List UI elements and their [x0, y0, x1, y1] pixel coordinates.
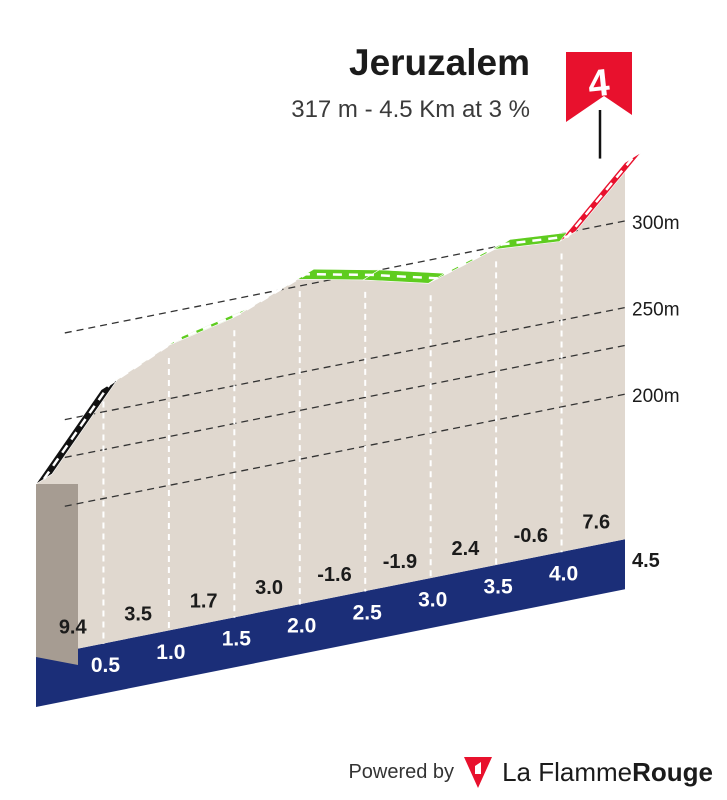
road-center-line — [42, 156, 634, 480]
distance-label: 3.5 — [484, 575, 514, 598]
profile-area — [36, 162, 625, 665]
end-distance-label: 4.5 — [632, 550, 660, 572]
flame-rouge-logo-icon — [464, 757, 493, 788]
gradient-segments — [35, 152, 642, 485]
gradient-label: -1.9 — [383, 551, 417, 573]
category-number: 4 — [586, 62, 611, 106]
y-tick-label: 200m — [632, 386, 680, 407]
brand-name: La FlammeRouge — [502, 757, 713, 788]
y-tick-label: 250m — [632, 300, 680, 321]
km-dividers — [102, 253, 563, 644]
distance-label: 1.5 — [222, 628, 252, 651]
gradient-label: 2.4 — [451, 538, 480, 560]
distance-label: 4.0 — [549, 562, 578, 585]
profile-area-shape — [36, 162, 625, 657]
gradient-label: 9.4 — [59, 616, 88, 638]
y-tick-label: 300m — [632, 213, 680, 234]
category-flag: 4 — [566, 52, 632, 159]
gradient-label: 3.0 — [255, 577, 283, 599]
footer: Powered by La FlammeRouge — [348, 754, 713, 790]
gradient-label: -1.6 — [317, 564, 351, 586]
powered-by-text: Powered by — [348, 760, 455, 783]
gradient-label: 1.7 — [190, 590, 218, 612]
brand-name-regular: La Flamme — [502, 756, 633, 787]
gradient-label: -0.6 — [514, 525, 548, 547]
gradient-label: 7.6 — [582, 512, 610, 534]
chart-subtitle: 317 m - 4.5 Km at 3 % — [291, 96, 530, 123]
distance-label: 2.0 — [287, 615, 316, 638]
start-face-shape — [36, 484, 78, 665]
road-band-shape — [36, 539, 625, 707]
brand-name-bold: Rouge — [632, 756, 713, 787]
road-band — [36, 539, 625, 707]
labels: 200m 250m 300m 4.5 9.4 3.5 1.7 3.0 -1.6 -1.9 2.4 -0… — [59, 213, 680, 677]
chart-title: Jeruzalem — [349, 42, 530, 83]
distance-label: 2.5 — [353, 602, 383, 625]
distance-label: 3.0 — [418, 588, 447, 611]
category-flag-icon — [566, 52, 632, 122]
gradient-label: 3.5 — [124, 603, 152, 625]
distance-label: 1.0 — [156, 641, 185, 664]
distance-label: 0.5 — [91, 654, 121, 677]
